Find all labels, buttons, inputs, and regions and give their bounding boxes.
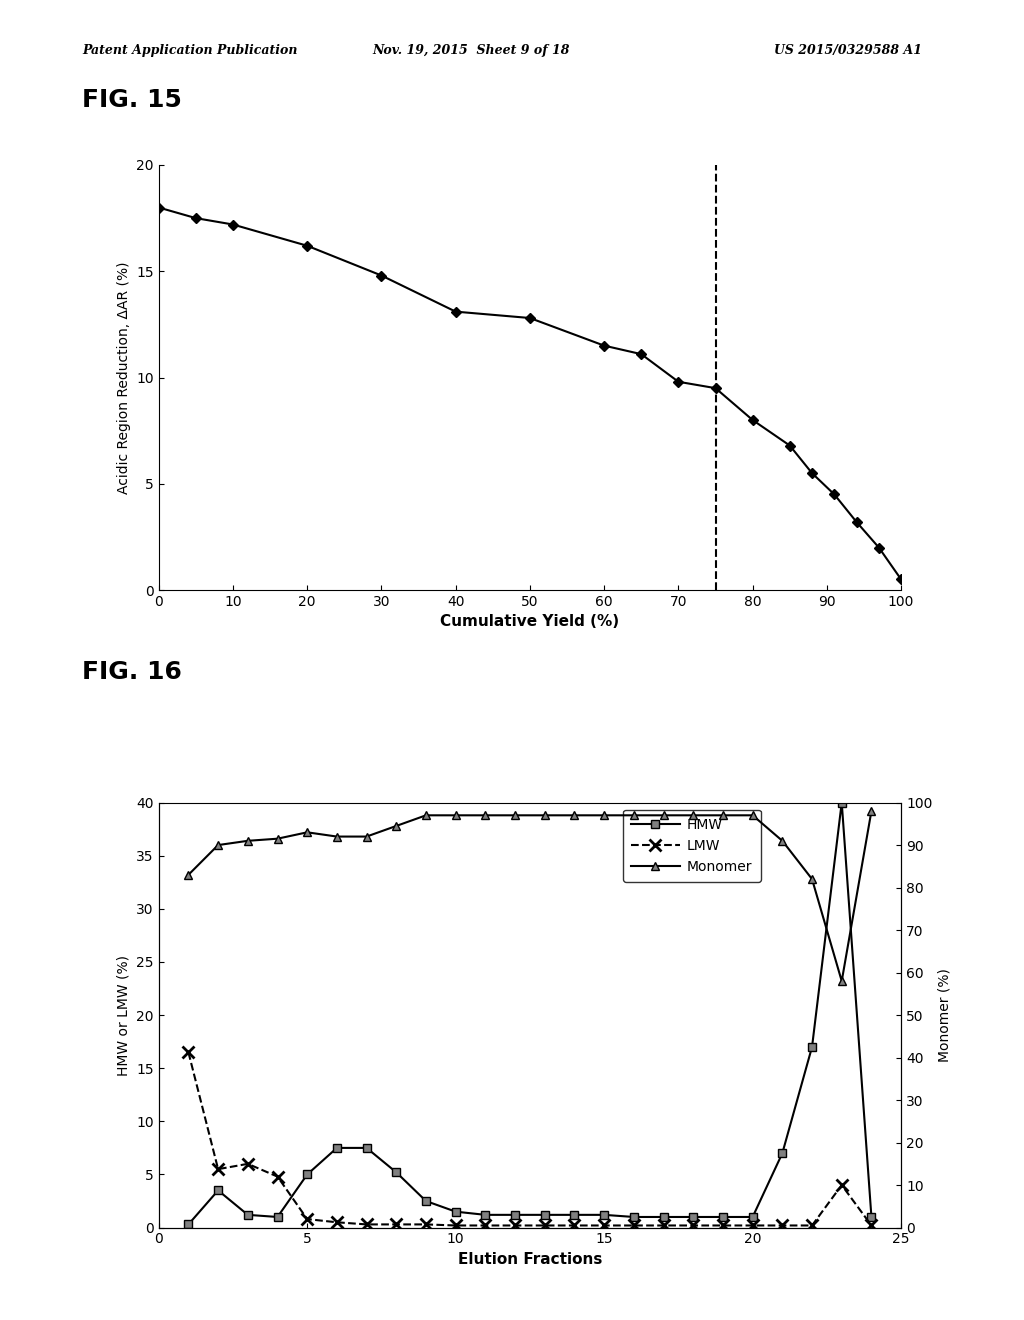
Monomer (717, 808, 729, 824)
HMW (657, 1209, 670, 1225)
X-axis label: Elution Fractions: Elution Fractions (458, 1251, 602, 1267)
LMW (776, 1217, 788, 1233)
Monomer (271, 830, 284, 846)
Text: FIG. 15: FIG. 15 (82, 88, 182, 112)
LMW (331, 1214, 343, 1230)
LMW (806, 1217, 818, 1233)
Monomer (301, 825, 313, 841)
HMW (836, 795, 848, 810)
Legend: HMW, LMW, Monomer: HMW, LMW, Monomer (623, 809, 761, 882)
Monomer (450, 808, 462, 824)
LMW (539, 1217, 551, 1233)
Text: Nov. 19, 2015  Sheet 9 of 18: Nov. 19, 2015 Sheet 9 of 18 (373, 44, 569, 57)
Monomer (242, 833, 254, 849)
Monomer (657, 808, 670, 824)
Line: HMW: HMW (184, 799, 876, 1229)
HMW (865, 1209, 878, 1225)
HMW (717, 1209, 729, 1225)
Monomer (598, 808, 610, 824)
Monomer (509, 808, 521, 824)
LMW (271, 1168, 284, 1184)
LMW (598, 1217, 610, 1233)
Monomer (568, 808, 581, 824)
LMW (420, 1217, 432, 1233)
HMW (539, 1206, 551, 1222)
LMW (479, 1217, 492, 1233)
Monomer (390, 818, 402, 834)
LMW (301, 1212, 313, 1228)
HMW (360, 1140, 373, 1156)
HMW (212, 1183, 224, 1199)
HMW (479, 1206, 492, 1222)
Monomer (806, 871, 818, 887)
HMW (420, 1193, 432, 1209)
Monomer (865, 803, 878, 818)
LMW (836, 1177, 848, 1193)
Y-axis label: Monomer (%): Monomer (%) (938, 968, 952, 1063)
Monomer (182, 867, 195, 883)
Line: LMW: LMW (183, 1047, 877, 1232)
X-axis label: Cumulative Yield (%): Cumulative Yield (%) (440, 614, 620, 630)
HMW (746, 1209, 759, 1225)
LMW (509, 1217, 521, 1233)
Monomer (212, 837, 224, 853)
HMW (806, 1039, 818, 1055)
HMW (182, 1217, 195, 1233)
LMW (182, 1044, 195, 1060)
Text: US 2015/0329588 A1: US 2015/0329588 A1 (773, 44, 922, 57)
Monomer (746, 808, 759, 824)
Monomer (331, 829, 343, 845)
Text: FIG. 16: FIG. 16 (82, 660, 182, 684)
HMW (628, 1209, 640, 1225)
HMW (331, 1140, 343, 1156)
LMW (746, 1217, 759, 1233)
HMW (687, 1209, 699, 1225)
Monomer (539, 808, 551, 824)
HMW (271, 1209, 284, 1225)
Monomer (836, 973, 848, 989)
Monomer (687, 808, 699, 824)
HMW (242, 1206, 254, 1222)
Y-axis label: HMW or LMW (%): HMW or LMW (%) (117, 954, 131, 1076)
LMW (390, 1217, 402, 1233)
HMW (776, 1146, 788, 1162)
LMW (242, 1156, 254, 1172)
LMW (450, 1217, 462, 1233)
HMW (509, 1206, 521, 1222)
HMW (301, 1167, 313, 1183)
LMW (865, 1217, 878, 1233)
HMW (450, 1204, 462, 1220)
LMW (628, 1217, 640, 1233)
HMW (390, 1164, 402, 1180)
LMW (717, 1217, 729, 1233)
HMW (598, 1206, 610, 1222)
Y-axis label: Acidic Region Reduction, ΔAR (%): Acidic Region Reduction, ΔAR (%) (117, 261, 131, 494)
LMW (568, 1217, 581, 1233)
Monomer (479, 808, 492, 824)
Monomer (420, 808, 432, 824)
LMW (212, 1162, 224, 1177)
LMW (687, 1217, 699, 1233)
Line: Monomer: Monomer (184, 807, 876, 985)
Text: Patent Application Publication: Patent Application Publication (82, 44, 297, 57)
HMW (568, 1206, 581, 1222)
LMW (360, 1217, 373, 1233)
Monomer (360, 829, 373, 845)
Monomer (776, 833, 788, 849)
LMW (657, 1217, 670, 1233)
Monomer (628, 808, 640, 824)
